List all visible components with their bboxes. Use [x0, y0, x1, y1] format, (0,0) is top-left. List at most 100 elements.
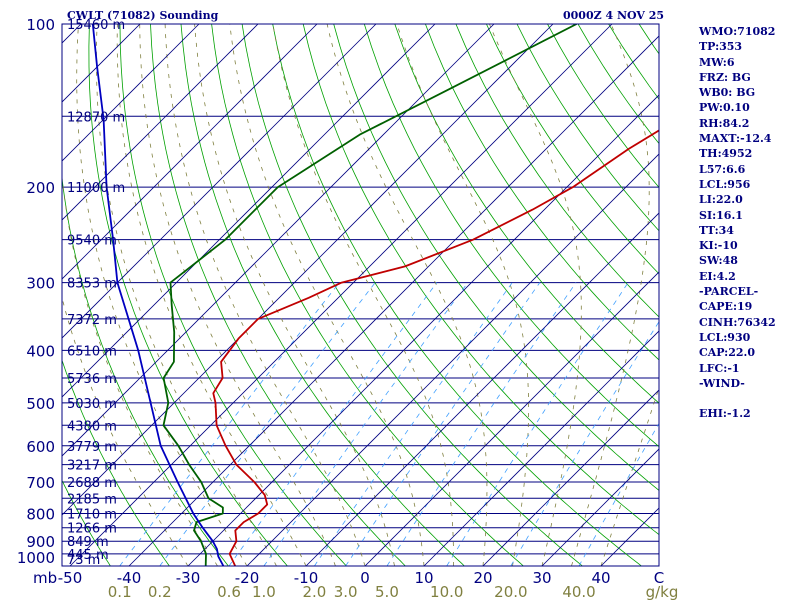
- moist-adiabat: [326, 24, 488, 566]
- index-item: EHI:-1.2: [699, 407, 751, 421]
- pressure-label: 300: [26, 275, 55, 293]
- height-label: 73 m: [67, 553, 100, 568]
- index-item: SW:48: [699, 254, 738, 268]
- dry-adiabat: [211, 24, 524, 566]
- index-item: SI:16.1: [699, 208, 743, 222]
- mixing-ratio-label: 10.0: [430, 583, 463, 600]
- isotherm: [62, 24, 259, 221]
- dry-adiabat: [62, 359, 170, 566]
- isotherm: [62, 24, 554, 516]
- dry-adiabat: [486, 24, 659, 275]
- moist-adiabat: [194, 24, 395, 566]
- index-item: -PARCEL-: [699, 285, 759, 299]
- temperature-tick-label: -30: [176, 569, 201, 587]
- temperature-profile: [212, 129, 659, 566]
- isotherm: [187, 94, 659, 566]
- isotherm: [423, 330, 659, 566]
- moist-adiabat: [396, 24, 529, 566]
- index-item: PW:0.10: [699, 101, 750, 115]
- pressure-label: 100: [26, 16, 55, 34]
- index-item: CAPE:19: [699, 300, 753, 314]
- dry-adiabat: [333, 24, 659, 491]
- temperature-tick-label: -10: [294, 569, 319, 587]
- temperature-tick-label: -20: [235, 569, 260, 587]
- index-item: KI:-10: [699, 239, 738, 253]
- moist-adiabat: [272, 24, 454, 566]
- dry-adiabat: [425, 24, 659, 361]
- isotherm: [69, 24, 613, 566]
- index-item: MAXT:-12.4: [699, 132, 772, 146]
- moist-adiabat: [164, 24, 366, 566]
- dry-adiabat: [272, 24, 642, 566]
- index-item: L57:6.6: [699, 162, 746, 176]
- height-label: 6510 m: [67, 344, 117, 359]
- index-item: LI:22.0: [699, 193, 743, 207]
- mixing-ratio-label: 3.0: [334, 583, 358, 600]
- height-label: 7372 m: [67, 313, 117, 328]
- mixing-ratio-label: g/kg: [646, 583, 679, 600]
- temperature-tick-label: 30: [532, 569, 551, 587]
- pressure-label: 700: [26, 474, 55, 492]
- height-label: 849 m: [67, 535, 109, 550]
- station-title: CWLT (71082) Sounding: [67, 9, 219, 22]
- isotherm: [305, 212, 659, 566]
- isotherm: [62, 24, 436, 398]
- height-label: 1266 m: [67, 522, 117, 537]
- mixing-ratio-label: 1.0: [252, 583, 276, 600]
- temperature-tick-label: 40: [591, 569, 610, 587]
- index-item: LCL:956: [699, 177, 751, 191]
- height-label: 12870 m: [67, 110, 125, 125]
- index-item: FRZ: BG: [699, 70, 751, 84]
- dry-adiabat: [363, 24, 659, 448]
- temperature-tick-label: 10: [414, 569, 433, 587]
- height-label: 3217 m: [67, 459, 117, 474]
- pressure-label: 400: [26, 342, 55, 360]
- index-item: WB0: BG: [699, 86, 756, 100]
- height-label: 2185 m: [67, 492, 117, 507]
- height-label: 3779 m: [67, 440, 117, 455]
- mixing-ratio-label: 0.2: [148, 583, 172, 600]
- index-item: EI:4.2: [699, 269, 736, 283]
- plot-frame: [61, 23, 660, 567]
- moist-adiabat: [96, 24, 277, 566]
- isotherm: [62, 24, 377, 339]
- index-item: LCL:930: [699, 330, 751, 344]
- index-item: [699, 391, 776, 406]
- isotherm: [62, 24, 318, 280]
- mixing-ratio-line: [263, 282, 469, 566]
- height-label: 2688 m: [67, 476, 117, 491]
- plot-background: [62, 24, 659, 566]
- dry-adiabat: [241, 24, 583, 566]
- index-item: RH:84.2: [699, 116, 750, 130]
- dry-adiabat: [150, 24, 406, 566]
- height-label: 5030 m: [67, 397, 117, 412]
- index-item: LFC:-1: [699, 361, 740, 375]
- moist-adiabat: [62, 173, 218, 566]
- profiles-layer: [91, 24, 659, 566]
- isotherm: [62, 24, 495, 457]
- isotherm: [246, 153, 659, 566]
- index-item: TT:34: [699, 223, 734, 237]
- height-label: 11000 m: [67, 181, 125, 196]
- height-label: 9540 m: [67, 234, 117, 249]
- mixing-ratio-line: [119, 282, 340, 566]
- temperature-tick-label: -50: [58, 569, 83, 587]
- height-label: 8353 m: [67, 277, 117, 292]
- index-item: TP:353: [699, 40, 743, 54]
- dry-adiabat: [62, 175, 229, 566]
- dry-adiabat: [394, 24, 659, 404]
- dewpoint-profile: [162, 24, 578, 566]
- dry-adiabat: [62, 479, 111, 566]
- index-item: CINH:76342: [699, 315, 776, 329]
- isotherm: [364, 271, 659, 566]
- height-label: 1710 m: [67, 507, 117, 522]
- dry-adiabat: [302, 24, 659, 536]
- moist-adiabat: [62, 296, 189, 566]
- mixing-ratio-label: 40.0: [562, 583, 595, 600]
- index-item: CAP:22.0: [699, 346, 756, 360]
- moist-adiabat: [116, 24, 307, 566]
- dry-adiabat: [792, 24, 800, 566]
- isotherm: [62, 24, 200, 162]
- parcel-profile: [91, 24, 225, 566]
